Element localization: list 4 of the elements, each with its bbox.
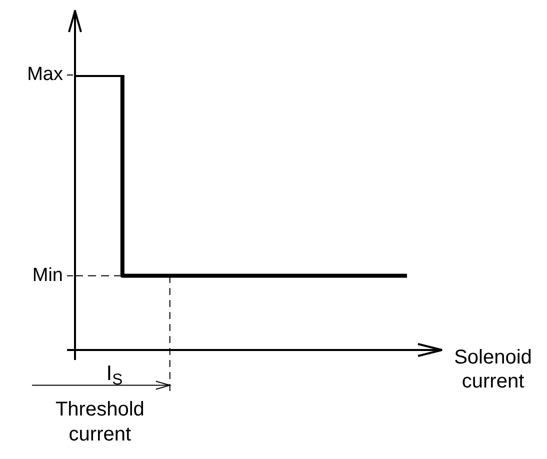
text: Min — [32, 264, 64, 286]
text: Threshold current — [55, 398, 144, 446]
x-axis-title: Solenoid current — [454, 346, 532, 393]
text: Max — [27, 64, 64, 86]
